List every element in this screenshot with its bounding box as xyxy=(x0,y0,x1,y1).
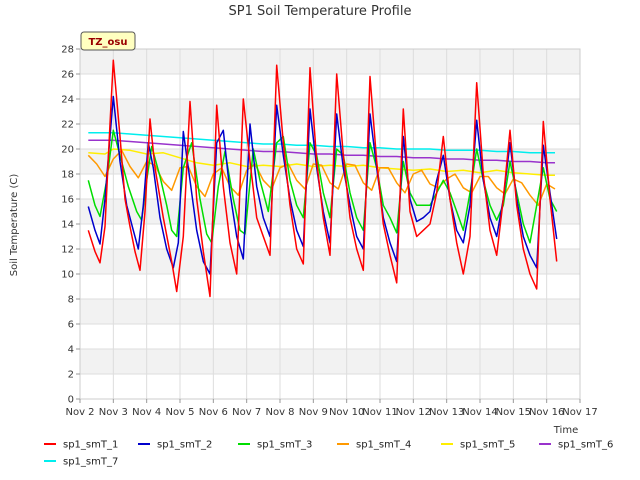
x-tick-label: Nov 17 xyxy=(562,407,597,418)
tz-badge-box xyxy=(80,31,136,51)
series-line-sp1_smT_2 xyxy=(87,95,558,275)
series-line-sp1_smT_3 xyxy=(87,129,558,244)
plot-band xyxy=(80,49,580,74)
x-tick-label: Nov 7 xyxy=(232,407,261,418)
y-tick-label: 24 xyxy=(61,95,74,106)
series-lines xyxy=(87,59,558,298)
plot-band xyxy=(80,349,580,374)
plot-background xyxy=(80,49,580,399)
x-tick-label: Nov 4 xyxy=(132,407,161,418)
series-line-sp1_smT_1 xyxy=(87,59,558,298)
y-tick-label: 4 xyxy=(68,345,74,356)
legend-label-sp1_smT_1: sp1_smT_1 xyxy=(63,440,118,451)
x-tick-label: Nov 2 xyxy=(65,407,94,418)
x-tick-label: Nov 15 xyxy=(496,407,531,418)
plot-band xyxy=(80,74,580,99)
y-tick-label: 20 xyxy=(61,145,74,156)
y-tick-label: 0 xyxy=(68,395,74,406)
y-tick-label: 8 xyxy=(68,295,74,306)
y-tick-label: 16 xyxy=(61,195,74,206)
legend-label-sp1_smT_5: sp1_smT_5 xyxy=(460,440,515,451)
plot-band xyxy=(80,299,580,324)
y-axis-label: Soil Temperature (C) xyxy=(9,174,20,277)
x-tick-label: Nov 5 xyxy=(165,407,194,418)
x-tick-label: Nov 9 xyxy=(299,407,328,418)
y-tick-label: 18 xyxy=(61,170,74,181)
x-axis-label: Time xyxy=(553,425,578,436)
series-line-sp1_smT_4 xyxy=(87,149,556,207)
y-tick-label: 22 xyxy=(61,120,74,131)
y-tick-label: 6 xyxy=(68,320,74,331)
legend-label-sp1_smT_6: sp1_smT_6 xyxy=(558,440,613,451)
tz-badge: TZ_osu xyxy=(80,31,136,51)
x-tick-label: Nov 11 xyxy=(362,407,397,418)
x-tick-label: Nov 12 xyxy=(396,407,431,418)
chart-title: SP1 Soil Temperature Profile xyxy=(229,4,412,19)
y-tick-label: 12 xyxy=(61,245,74,256)
tz-badge-label: TZ_osu xyxy=(88,37,127,48)
x-tick-label: Nov 10 xyxy=(329,407,364,418)
series-line-sp1_smT_7 xyxy=(88,132,555,154)
series-line-sp1_smT_6 xyxy=(88,139,555,164)
legend-label-sp1_smT_7: sp1_smT_7 xyxy=(63,457,118,468)
plot-band xyxy=(80,324,580,349)
legend-label-sp1_smT_4: sp1_smT_4 xyxy=(356,440,411,451)
plot-band xyxy=(80,99,580,124)
legend-label-sp1_smT_3: sp1_smT_3 xyxy=(257,440,312,451)
y-tick-label: 28 xyxy=(61,45,74,56)
y-tick-label: 2 xyxy=(68,370,74,381)
plot-band xyxy=(80,374,580,399)
x-axis-ticks: Nov 2 Nov 3 Nov 4 Nov 5 Nov 6 Nov 7 Nov 8 Nov 9… xyxy=(65,399,598,418)
x-tick-label: Nov 3 xyxy=(99,407,128,418)
legend-label-sp1_smT_2: sp1_smT_2 xyxy=(157,440,212,451)
x-tick-label: Nov 14 xyxy=(462,407,497,418)
x-tick-label: Nov 16 xyxy=(529,407,564,418)
x-tick-label: Nov 13 xyxy=(429,407,464,418)
y-tick-label: 14 xyxy=(61,220,74,231)
y-tick-label: 10 xyxy=(61,270,74,281)
x-tick-label: Nov 6 xyxy=(199,407,228,418)
y-tick-label: 26 xyxy=(61,70,74,81)
legend: sp1_smT_1 sp1_smT_2 sp1_smT_3 sp1_smT_4 sp1_… xyxy=(44,440,613,468)
x-tick-label: Nov 8 xyxy=(265,407,294,418)
plot-band xyxy=(80,274,580,299)
